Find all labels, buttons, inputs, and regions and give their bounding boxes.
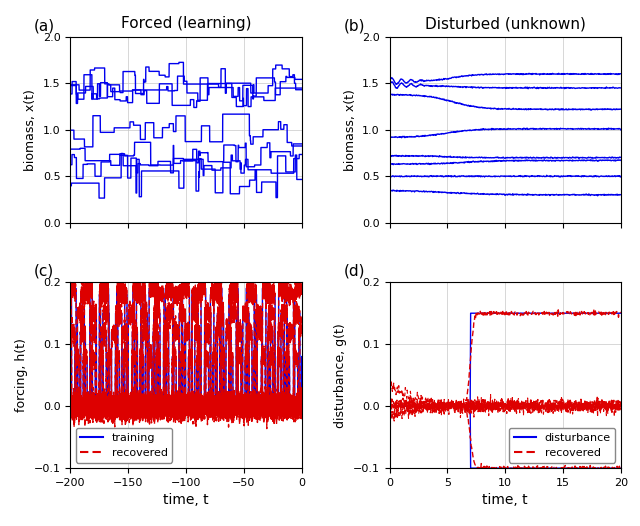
Text: (c): (c) [33,264,54,278]
Legend: disturbance, recovered: disturbance, recovered [509,428,615,462]
X-axis label: time, t: time, t [483,493,528,508]
X-axis label: time, t: time, t [163,493,209,508]
Text: (a): (a) [33,18,54,33]
Y-axis label: biomass, x(t): biomass, x(t) [24,89,37,171]
Text: (d): (d) [343,264,365,278]
Title: Forced (learning): Forced (learning) [121,16,252,32]
Y-axis label: biomass, x(t): biomass, x(t) [344,89,356,171]
Title: Disturbed (unknown): Disturbed (unknown) [425,16,586,32]
Legend: training, recovered: training, recovered [76,428,172,462]
Y-axis label: forcing, h(t): forcing, h(t) [15,338,28,412]
Y-axis label: disturbance, g(t): disturbance, g(t) [334,323,348,428]
Text: (b): (b) [343,18,365,33]
